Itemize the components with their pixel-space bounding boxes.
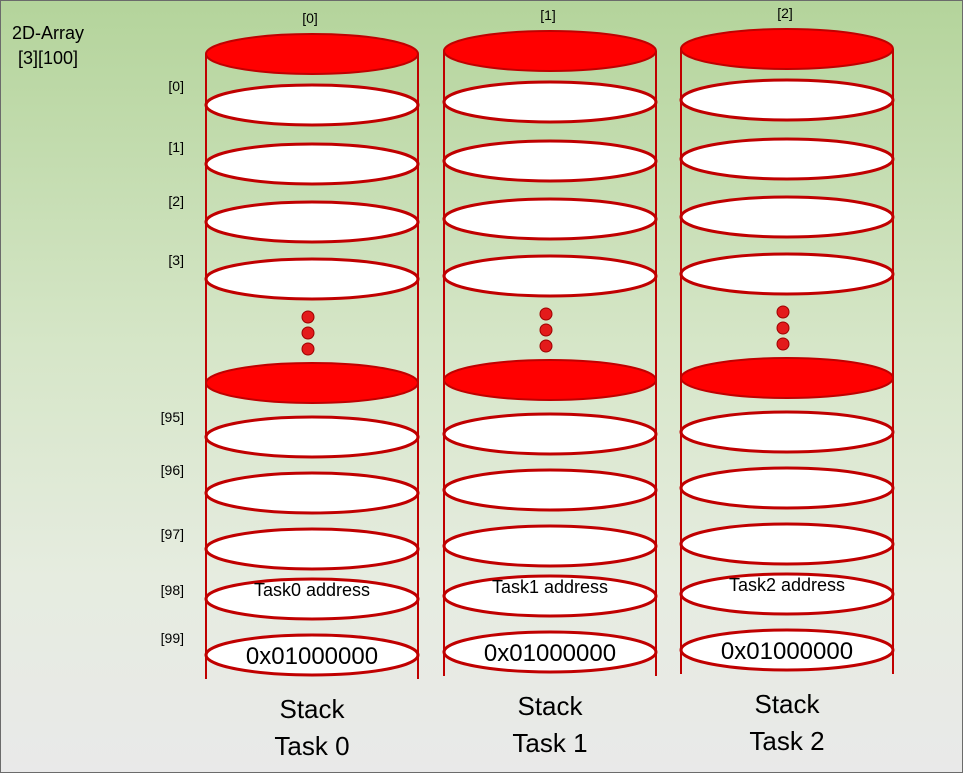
address-cell-disk bbox=[204, 577, 420, 621]
array-cell-disk bbox=[442, 197, 658, 241]
ellipsis-dot bbox=[539, 323, 553, 337]
array-cell-disk bbox=[204, 415, 420, 459]
stack-label-line2: Task 2 bbox=[749, 726, 824, 756]
ellipsis-dot bbox=[776, 337, 790, 351]
top-red-disk bbox=[205, 33, 419, 75]
array-cell-disk bbox=[204, 527, 420, 571]
array-cell-disk bbox=[204, 471, 420, 515]
task-address-value: 0x01000000 bbox=[484, 640, 616, 667]
array-cell-disk bbox=[679, 252, 895, 296]
middle-red-disk bbox=[443, 359, 657, 401]
address-cell-disk bbox=[679, 572, 895, 616]
column-index-label: [0] bbox=[302, 10, 318, 26]
value-cell-disk bbox=[679, 628, 895, 672]
stack-column-1: [1] Task1 address 0x01000000 Stack Task 1 bbox=[442, 7, 658, 758]
array-cell-disk bbox=[442, 80, 658, 124]
row-index-label: [98] bbox=[161, 582, 184, 598]
row-index-label: [0] bbox=[168, 78, 184, 94]
middle-red-disk bbox=[205, 362, 419, 404]
array-cell-disk bbox=[442, 412, 658, 456]
ellipsis-dot bbox=[301, 342, 315, 356]
stack-label-line1: Stack bbox=[279, 694, 345, 724]
row-index-label: [1] bbox=[168, 139, 184, 155]
top-red-disk bbox=[443, 30, 657, 72]
value-cell-disk bbox=[442, 630, 658, 674]
column-index-label: [2] bbox=[777, 5, 793, 21]
array-cell-disk bbox=[679, 522, 895, 566]
stack-label-line1: Stack bbox=[754, 689, 820, 719]
task-address-value: 0x01000000 bbox=[721, 638, 853, 665]
ellipsis-dot bbox=[776, 305, 790, 319]
task-address-label: Task2 address bbox=[729, 575, 845, 595]
row-index-label: [97] bbox=[161, 526, 184, 542]
array-cell-disk bbox=[442, 524, 658, 568]
array-cell-disk bbox=[442, 139, 658, 183]
array-cell-disk bbox=[204, 83, 420, 127]
ellipsis-dot bbox=[539, 339, 553, 353]
array-cell-disk bbox=[679, 195, 895, 239]
ellipsis-dot bbox=[301, 310, 315, 324]
column-index-label: [1] bbox=[540, 7, 556, 23]
task-address-label: Task1 address bbox=[492, 577, 608, 597]
row-index-label: [96] bbox=[161, 462, 184, 478]
array-cell-disk bbox=[442, 468, 658, 512]
row-index-label: [2] bbox=[168, 193, 184, 209]
array-cell-disk bbox=[204, 200, 420, 244]
middle-red-disk bbox=[680, 357, 894, 399]
task-address-label: Task0 address bbox=[254, 580, 370, 600]
row-index-label: [99] bbox=[161, 630, 184, 646]
stack-column-0: [0] Task0 address 0x01000000 Stack Task 0 bbox=[204, 10, 420, 761]
array-title: 2D-Array [3][100] bbox=[11, 23, 84, 68]
array-cell-disk bbox=[442, 254, 658, 298]
stack-label-line2: Task 0 bbox=[274, 731, 349, 761]
array-cell-disk bbox=[204, 142, 420, 186]
ellipsis-dot bbox=[776, 321, 790, 335]
array-cell-disk bbox=[679, 466, 895, 510]
ellipsis-dot bbox=[539, 307, 553, 321]
array-cell-disk bbox=[679, 137, 895, 181]
row-index-label: [3] bbox=[168, 252, 184, 268]
stack-column-2: [2] Task2 address 0x01000000 Stack Task 2 bbox=[679, 5, 895, 756]
address-cell-disk bbox=[442, 574, 658, 618]
stack-label-line2: Task 1 bbox=[512, 728, 587, 758]
ellipsis-dot bbox=[301, 326, 315, 340]
stack-label-line1: Stack bbox=[517, 691, 583, 721]
value-cell-disk bbox=[204, 633, 420, 677]
array-cell-disk bbox=[679, 78, 895, 122]
task-address-value: 0x01000000 bbox=[246, 643, 378, 670]
array-cell-disk bbox=[204, 257, 420, 301]
row-index-label: [95] bbox=[161, 409, 184, 425]
array-cell-disk bbox=[679, 410, 895, 454]
top-red-disk bbox=[680, 28, 894, 70]
